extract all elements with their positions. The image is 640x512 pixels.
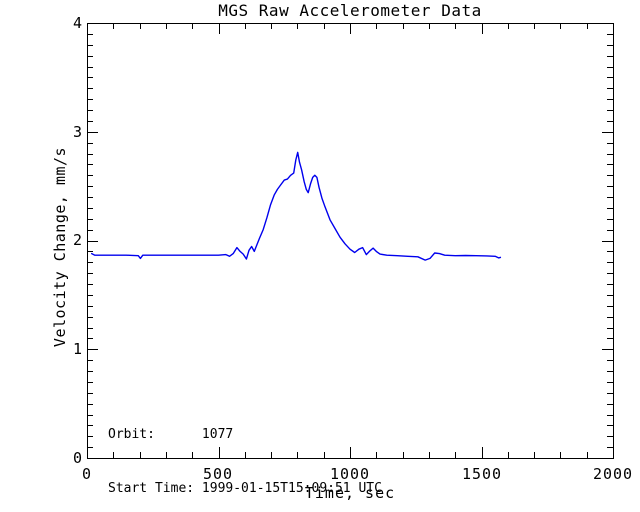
annotation-orbit: Orbit: 1077 [108,427,234,442]
y-tick-label-2: 2 [72,231,82,249]
annotation-start-time: Start Time: 1999-01-15T15:09:51 UTC [108,481,382,496]
x-tick-label-2000: 2000 [592,465,634,483]
x-axis-label: Time, sec [304,484,396,502]
y-tick-label-4: 4 [72,14,82,32]
x-tick-label-500: 500 [202,465,234,483]
annotation-block: Orbit: 1077 Start Time: 1999-01-15T15:09… [108,390,382,512]
chart-title: MGS Raw Accelerometer Data [218,1,482,20]
x-tick-label-1500: 1500 [461,465,503,483]
y-tick-label-0: 0 [72,449,82,467]
x-tick-label-1000: 1000 [329,465,371,483]
x-tick-label-0: 0 [81,465,93,483]
y-tick-label-1: 1 [72,340,82,358]
y-tick-label-3: 3 [72,123,82,141]
data-line-velocity-change [90,151,502,261]
